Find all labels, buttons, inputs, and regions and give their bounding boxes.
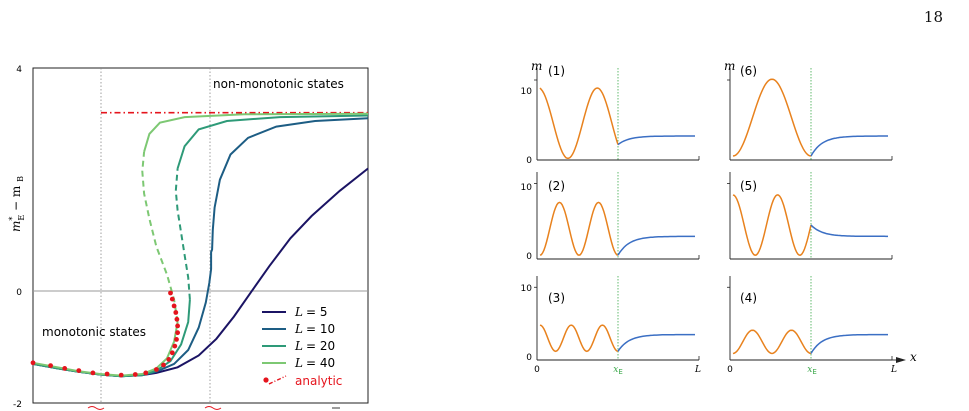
- analytic-point: [173, 310, 179, 315]
- annotation-monotonic: monotonic states: [42, 325, 146, 339]
- panel-ylabel-col1: m: [531, 59, 542, 73]
- panel-profile-left: [539, 201, 619, 257]
- analytic-point: [169, 296, 175, 302]
- analytic-point: [172, 343, 178, 349]
- xtick-col2-l: L: [890, 365, 897, 375]
- analytic-point: [166, 357, 172, 362]
- panel-label-3: (3): [548, 291, 565, 305]
- ytick-p1-0: 0: [526, 156, 532, 166]
- analytic-point: [104, 371, 110, 377]
- series-upper-l20: [176, 114, 369, 169]
- analytic-point: [90, 370, 96, 376]
- plot-frame: [32, 67, 369, 404]
- x-marker-left-icon: [87, 406, 105, 410]
- ytick-top: 4: [16, 65, 22, 75]
- panel-profile-right: [617, 333, 695, 352]
- ytick-p1-10: 10: [521, 87, 533, 97]
- panel-profile-right: [810, 333, 888, 354]
- x-axis-arrow-icon: [896, 357, 906, 363]
- legend-label-analytic: analytic: [295, 374, 342, 388]
- series-line-l40: [32, 321, 179, 377]
- xtick-col2-0: 0: [727, 365, 733, 375]
- panel-profile-left: [732, 329, 812, 355]
- analytic-point: [30, 360, 36, 366]
- left-plot: 4 0 -2 m*E − m B non-monotonic states mo…: [8, 65, 369, 410]
- analytic-point: [168, 290, 173, 296]
- panel-label-6: (6): [740, 64, 757, 78]
- legend-swatch-analytic-dot: [263, 377, 269, 383]
- panel-2: [534, 172, 700, 260]
- panel-label-1: (1): [548, 64, 565, 78]
- analytic-point: [62, 366, 68, 371]
- left-curves: [30, 111, 369, 378]
- ytick-bottom: -2: [13, 400, 22, 410]
- ytick-p3-0: 0: [526, 353, 532, 363]
- panel-label-4: (4): [740, 291, 757, 305]
- analytic-point: [132, 372, 138, 377]
- panel-profile-right: [617, 235, 695, 256]
- analytic-point: [143, 370, 149, 376]
- y-axis-label: m*E − m B: [8, 176, 26, 232]
- panel-6: [727, 68, 893, 161]
- analytic-point: [161, 362, 166, 368]
- x-marker-right-icon: [204, 406, 222, 410]
- series-unstable-l20: [174, 168, 191, 300]
- panel-profile-right: [617, 135, 695, 146]
- analytic-point: [171, 303, 177, 309]
- analytic-point: [48, 363, 53, 368]
- x-axis-label: x: [910, 350, 917, 364]
- panel-ylabel-col2: m: [724, 59, 735, 73]
- analytic-point: [174, 337, 179, 342]
- xtick-col1-l: L: [694, 365, 701, 375]
- panel-3: [534, 276, 700, 361]
- ytick-p2-0: 0: [526, 252, 532, 262]
- panel-label-5: (5): [740, 179, 757, 193]
- annotation-non-monotonic: non-monotonic states: [213, 77, 344, 91]
- analytic-point: [174, 316, 180, 322]
- analytic-point: [175, 323, 181, 329]
- xtick-col1-0: 0: [534, 365, 540, 375]
- page-number: 18: [923, 8, 943, 26]
- analytic-point: [169, 350, 175, 356]
- ytick-p2-10: 10: [521, 183, 533, 193]
- ytick-zero: 0: [16, 288, 22, 298]
- panel-1: [534, 68, 700, 161]
- panel-profile-left: [732, 78, 812, 157]
- analytic-point: [154, 367, 159, 372]
- legend: L = 5 L = 10 L = 20 L = 40 analytic: [262, 305, 342, 388]
- legend-label-l10: L = 10: [294, 322, 335, 336]
- xtick-col2-xe: xE: [807, 365, 817, 376]
- panel-profile-left: [539, 87, 619, 160]
- xtick-col1-xe: xE: [613, 365, 623, 376]
- series-unstable-l40: [141, 151, 179, 323]
- panel-4: [727, 276, 893, 361]
- panel-label-2: (2): [548, 179, 565, 193]
- panel-profile-right: [810, 135, 888, 157]
- legend-label-l5: L = 5: [294, 305, 327, 319]
- legend-label-l40: L = 40: [294, 356, 335, 370]
- analytic-point: [76, 368, 82, 373]
- panel-profile-right: [810, 224, 888, 238]
- analytic-point: [118, 372, 124, 378]
- right-panels: [534, 68, 906, 363]
- legend-swatch-analytic-line: [268, 375, 287, 385]
- panel-5: [727, 172, 893, 260]
- panel-profile-left: [539, 324, 619, 353]
- series-upper-l40: [143, 112, 369, 153]
- analytic-point: [175, 330, 181, 336]
- ytick-p3-10: 10: [521, 284, 533, 294]
- panel-profile-left: [732, 194, 812, 256]
- legend-label-l20: L = 20: [294, 339, 335, 353]
